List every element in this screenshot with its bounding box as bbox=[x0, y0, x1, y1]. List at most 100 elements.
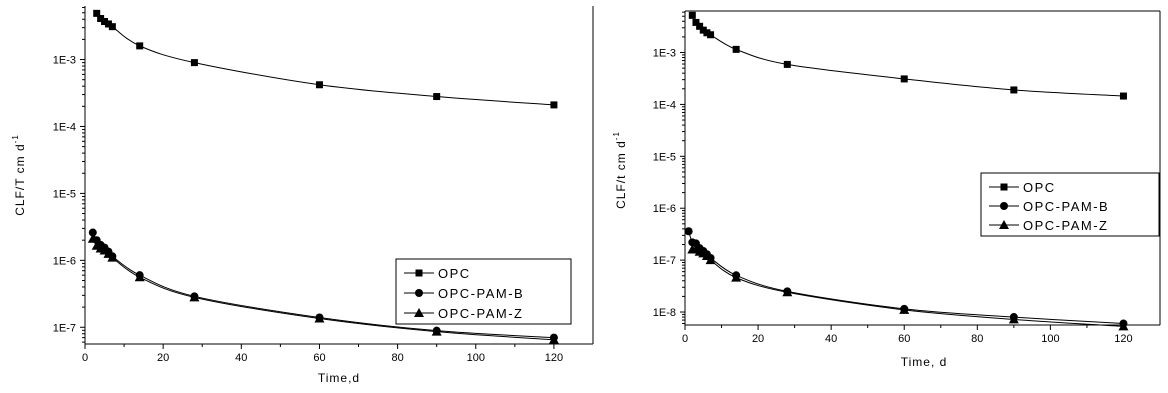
x-axis-title: Time,d bbox=[318, 371, 360, 385]
legend-label: OPC-PAM-Z bbox=[438, 306, 523, 321]
chart-left: 0 20 40 60 80 100 120 1E-7 1E-6 1E-5 1E-4 1E-3 Time,… bbox=[11, 6, 594, 385]
legend-item: OPC bbox=[989, 180, 1056, 195]
legend-label: OPC-PAM-Z bbox=[1023, 218, 1108, 233]
data-point bbox=[189, 292, 200, 302]
series-line bbox=[96, 13, 554, 106]
series-line bbox=[691, 15, 1124, 97]
series-opc bbox=[688, 11, 1127, 100]
x-axis-title: Time, d bbox=[901, 355, 948, 369]
x-tick-label: 20 bbox=[157, 352, 169, 364]
data-point bbox=[688, 11, 696, 19]
data-point bbox=[899, 304, 910, 314]
y-tick-label: 1E-5 bbox=[53, 188, 76, 200]
data-point bbox=[731, 272, 742, 282]
x-tick-label: 100 bbox=[1041, 333, 1059, 345]
data-point bbox=[705, 255, 716, 265]
data-point bbox=[696, 22, 704, 30]
x-tick-label: 120 bbox=[545, 352, 563, 364]
legend-item: OPC-PAM-Z bbox=[989, 218, 1108, 233]
data-point bbox=[104, 20, 112, 28]
y-axis-title-text: CLF/t cm d bbox=[614, 140, 628, 209]
data-point bbox=[1118, 321, 1129, 331]
legend-marker bbox=[999, 220, 1009, 229]
series-line bbox=[692, 248, 1124, 327]
data-point bbox=[692, 18, 700, 26]
legend-marker bbox=[1000, 183, 1008, 191]
y-axis-title: CLF/T cm d-1 bbox=[11, 134, 27, 216]
data-point bbox=[732, 45, 740, 53]
legend-label: OPC-PAM-B bbox=[1023, 199, 1109, 214]
y-tick-label: 1E-6 bbox=[53, 255, 76, 267]
data-point bbox=[783, 60, 791, 68]
x-tick-label: 60 bbox=[313, 352, 325, 364]
legend-label: OPC bbox=[1023, 180, 1056, 195]
y-axis-title-superscript: -1 bbox=[11, 134, 20, 143]
x-tick-label: 20 bbox=[752, 333, 764, 345]
data-point bbox=[699, 26, 707, 34]
y-tick-label: 1E-7 bbox=[653, 255, 676, 267]
data-point bbox=[1008, 314, 1019, 324]
y-tick-label: 1E-4 bbox=[653, 99, 676, 111]
x-tick-label: 0 bbox=[82, 352, 88, 364]
legend-item: OPC-PAM-Z bbox=[404, 306, 523, 321]
data-point bbox=[548, 334, 559, 344]
data-point bbox=[97, 15, 105, 23]
legend: OPC OPC-PAM-B OPC-PAM-Z bbox=[980, 172, 1160, 237]
data-point bbox=[315, 81, 323, 89]
plot-area bbox=[685, 11, 1129, 331]
y-tick-label: 1E-6 bbox=[653, 203, 676, 215]
legend: OPC OPC-PAM-B OPC-PAM-Z bbox=[395, 258, 572, 325]
x-tick-label: 100 bbox=[467, 352, 485, 364]
data-point bbox=[107, 252, 118, 262]
data-point bbox=[782, 287, 793, 297]
y-tick-label: 1E-3 bbox=[53, 55, 76, 67]
y-tick-label: 1E-8 bbox=[653, 307, 676, 319]
data-point bbox=[433, 93, 441, 101]
legend-item: OPC-PAM-B bbox=[989, 199, 1109, 214]
y-axis-title-text: CLF/T cm d bbox=[13, 143, 27, 215]
legend-item: OPC bbox=[404, 266, 471, 281]
legend-item: OPC-PAM-B bbox=[404, 286, 523, 301]
x-tick-label: 80 bbox=[391, 352, 403, 364]
data-point bbox=[431, 326, 442, 336]
data-point bbox=[1010, 86, 1018, 94]
data-point bbox=[1119, 92, 1127, 100]
x-tick-label: 40 bbox=[825, 333, 837, 345]
data-point bbox=[314, 313, 325, 323]
data-point bbox=[108, 23, 116, 31]
data-point bbox=[685, 227, 693, 236]
data-point bbox=[87, 233, 98, 243]
series-opc-pam-z bbox=[687, 244, 1129, 331]
data-point bbox=[101, 18, 109, 26]
data-point bbox=[190, 59, 198, 67]
y-tick-label: 1E-5 bbox=[653, 151, 676, 163]
data-point bbox=[134, 272, 145, 282]
legend-marker bbox=[1000, 202, 1008, 210]
x-tick-label: 0 bbox=[682, 333, 688, 345]
y-tick-label: 1E-3 bbox=[653, 48, 676, 60]
y-tick-label: 1E-7 bbox=[53, 322, 76, 334]
data-point bbox=[900, 75, 908, 83]
legend-label: OPC bbox=[438, 266, 471, 281]
data-point bbox=[707, 31, 715, 39]
x-tick-label: 120 bbox=[1114, 333, 1132, 345]
legend-marker bbox=[415, 289, 423, 297]
x-tick-label: 60 bbox=[898, 333, 910, 345]
data-point bbox=[136, 42, 144, 50]
chart-right: 0 20 40 60 80 100 120 1E-8 1E-7 1E-6 1E-5 1E-4 1E-3 T… bbox=[612, 10, 1161, 369]
y-axis-title: CLF/t cm d-1 bbox=[612, 131, 628, 209]
x-tick-label: 40 bbox=[235, 352, 247, 364]
x-tick-label: 80 bbox=[971, 333, 983, 345]
data-point bbox=[550, 101, 558, 109]
plot-area bbox=[87, 9, 559, 344]
series-opc bbox=[93, 9, 558, 109]
data-point bbox=[88, 228, 97, 237]
data-point bbox=[703, 29, 711, 37]
y-axis-title-superscript: -1 bbox=[612, 131, 621, 140]
series-opc-pam-z bbox=[87, 233, 559, 344]
legend-marker bbox=[415, 269, 423, 277]
data-point bbox=[93, 9, 101, 17]
y-tick-label: 1E-4 bbox=[53, 121, 76, 133]
legend-marker bbox=[414, 308, 424, 317]
